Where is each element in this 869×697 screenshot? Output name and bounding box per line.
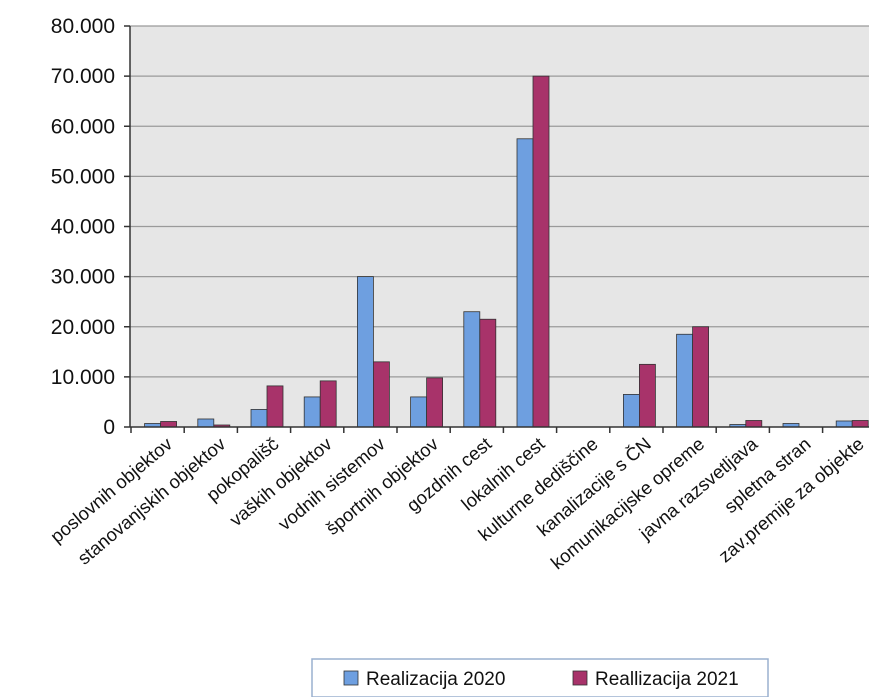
legend-swatch	[572, 670, 588, 686]
bar	[319, 380, 337, 428]
bar	[692, 326, 709, 428]
y-tick-label: 0	[103, 416, 115, 439]
bar	[356, 276, 374, 428]
bar	[463, 311, 481, 428]
y-tick-label: 60.000	[51, 115, 115, 138]
y-tick-label: 20.000	[51, 316, 115, 339]
y-tick-labels: 0 10.000 20.000 30.000 40.000 50.000 60.000 70.…	[51, 15, 115, 439]
y-tick-label: 40.000	[51, 216, 115, 239]
y-tick-label: 10.000	[51, 366, 115, 389]
axes	[124, 25, 869, 433]
y-tick-label: 50.000	[51, 165, 115, 188]
bar	[372, 361, 390, 428]
y-tick-label: 30.000	[51, 266, 115, 289]
bar	[426, 377, 444, 428]
bar	[250, 409, 268, 428]
bar	[745, 420, 763, 428]
bar	[639, 363, 656, 428]
legend-label: Reallizacija 2021	[595, 669, 739, 690]
bar	[479, 318, 497, 428]
y-tick-label: 70.000	[51, 65, 115, 88]
bar	[266, 385, 284, 428]
legend: Realizacija 2020 Reallizacija 2021	[311, 658, 769, 697]
bar	[835, 420, 853, 428]
bar	[410, 396, 428, 428]
bar	[532, 75, 550, 428]
bars	[144, 75, 869, 428]
legend-label: Realizacija 2020	[366, 669, 505, 690]
legend-swatch	[343, 670, 359, 686]
y-tick-label: 80.000	[51, 15, 115, 38]
gridlines	[130, 25, 869, 378]
bar	[623, 394, 640, 428]
bar	[197, 418, 215, 428]
bar	[676, 333, 693, 428]
bar	[851, 420, 869, 428]
legend-box	[311, 658, 769, 697]
bar	[303, 396, 321, 428]
bar	[160, 421, 178, 428]
bar	[516, 138, 534, 428]
